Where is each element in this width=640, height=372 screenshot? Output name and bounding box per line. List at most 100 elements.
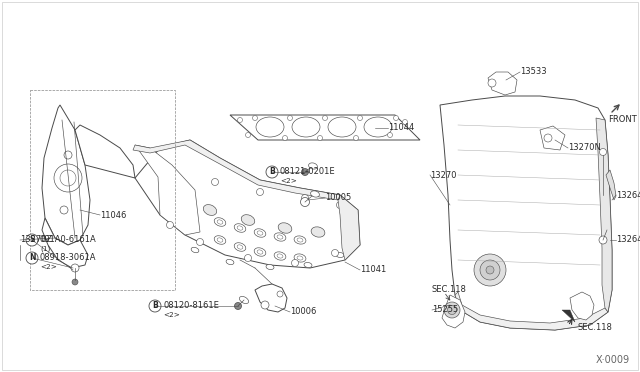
Text: <2>: <2>	[40, 264, 57, 270]
Text: N: N	[29, 253, 35, 263]
Text: <2>: <2>	[163, 312, 180, 318]
Ellipse shape	[292, 117, 320, 137]
Circle shape	[261, 301, 269, 309]
Polygon shape	[42, 218, 88, 268]
Polygon shape	[442, 295, 465, 328]
Circle shape	[301, 169, 308, 176]
Ellipse shape	[308, 163, 317, 169]
Text: B: B	[269, 167, 275, 176]
Circle shape	[62, 181, 70, 189]
Circle shape	[166, 221, 173, 228]
Ellipse shape	[297, 238, 303, 242]
Text: 08120-8161E: 08120-8161E	[163, 301, 219, 311]
Circle shape	[291, 260, 298, 266]
Polygon shape	[562, 310, 575, 322]
Circle shape	[282, 135, 287, 141]
Text: 11046: 11046	[100, 211, 126, 219]
Ellipse shape	[328, 117, 356, 137]
Circle shape	[244, 254, 252, 262]
Polygon shape	[75, 125, 135, 178]
Circle shape	[599, 236, 607, 244]
Polygon shape	[570, 292, 594, 320]
Circle shape	[600, 148, 607, 155]
Circle shape	[387, 132, 392, 138]
Circle shape	[26, 234, 38, 246]
Circle shape	[301, 198, 310, 206]
Ellipse shape	[217, 238, 223, 242]
Ellipse shape	[234, 224, 246, 232]
Text: X·0009: X·0009	[596, 355, 630, 365]
Text: 15255: 15255	[432, 305, 458, 314]
Polygon shape	[540, 126, 565, 150]
Ellipse shape	[254, 229, 266, 237]
Ellipse shape	[311, 227, 325, 237]
Polygon shape	[255, 284, 287, 312]
Circle shape	[277, 291, 283, 297]
Text: 13264: 13264	[616, 190, 640, 199]
Polygon shape	[338, 195, 360, 260]
Circle shape	[72, 279, 78, 285]
Circle shape	[257, 189, 264, 196]
Circle shape	[323, 115, 328, 121]
Text: 13270Z: 13270Z	[20, 235, 52, 244]
Ellipse shape	[237, 226, 243, 230]
Circle shape	[337, 202, 344, 208]
Text: 11044: 11044	[388, 124, 414, 132]
Circle shape	[474, 254, 506, 286]
Ellipse shape	[278, 223, 292, 233]
Ellipse shape	[241, 215, 255, 225]
Circle shape	[544, 134, 552, 142]
Ellipse shape	[214, 236, 226, 244]
Circle shape	[358, 115, 362, 121]
Circle shape	[246, 132, 250, 138]
Circle shape	[54, 164, 82, 192]
Circle shape	[253, 115, 257, 121]
Circle shape	[444, 302, 460, 318]
Circle shape	[196, 238, 204, 246]
Circle shape	[211, 179, 218, 186]
Circle shape	[486, 266, 494, 274]
Circle shape	[488, 79, 496, 87]
Ellipse shape	[237, 245, 243, 249]
Ellipse shape	[257, 231, 263, 235]
Circle shape	[266, 166, 278, 178]
Ellipse shape	[214, 218, 226, 226]
Circle shape	[447, 305, 456, 314]
Ellipse shape	[266, 264, 274, 270]
Ellipse shape	[217, 220, 223, 224]
Ellipse shape	[304, 263, 312, 267]
Ellipse shape	[234, 243, 246, 251]
Text: (1): (1)	[40, 246, 51, 252]
Text: SEC.118: SEC.118	[432, 285, 467, 295]
Text: 08918-3061A: 08918-3061A	[40, 253, 97, 263]
Polygon shape	[455, 292, 608, 330]
Text: 10005: 10005	[325, 193, 351, 202]
Ellipse shape	[257, 250, 263, 254]
Ellipse shape	[226, 259, 234, 264]
Polygon shape	[135, 145, 200, 235]
Ellipse shape	[277, 235, 283, 239]
Ellipse shape	[294, 254, 306, 262]
Text: FRONT: FRONT	[608, 115, 637, 125]
Polygon shape	[230, 115, 420, 140]
Polygon shape	[135, 140, 360, 268]
Text: B: B	[152, 301, 158, 311]
Circle shape	[149, 300, 161, 312]
Text: 08121-0201E: 08121-0201E	[280, 167, 335, 176]
Polygon shape	[133, 140, 340, 200]
Polygon shape	[42, 105, 90, 245]
Ellipse shape	[191, 247, 199, 253]
Polygon shape	[440, 96, 612, 330]
Text: 13264A: 13264A	[616, 235, 640, 244]
Circle shape	[71, 264, 79, 272]
Text: 13270: 13270	[430, 170, 456, 180]
Ellipse shape	[277, 254, 283, 258]
Ellipse shape	[336, 253, 344, 257]
Polygon shape	[488, 72, 517, 95]
Text: S: S	[29, 235, 35, 244]
Circle shape	[332, 250, 339, 257]
Text: 10006: 10006	[290, 308, 316, 317]
Ellipse shape	[274, 252, 286, 260]
Circle shape	[26, 252, 38, 264]
Ellipse shape	[254, 248, 266, 256]
